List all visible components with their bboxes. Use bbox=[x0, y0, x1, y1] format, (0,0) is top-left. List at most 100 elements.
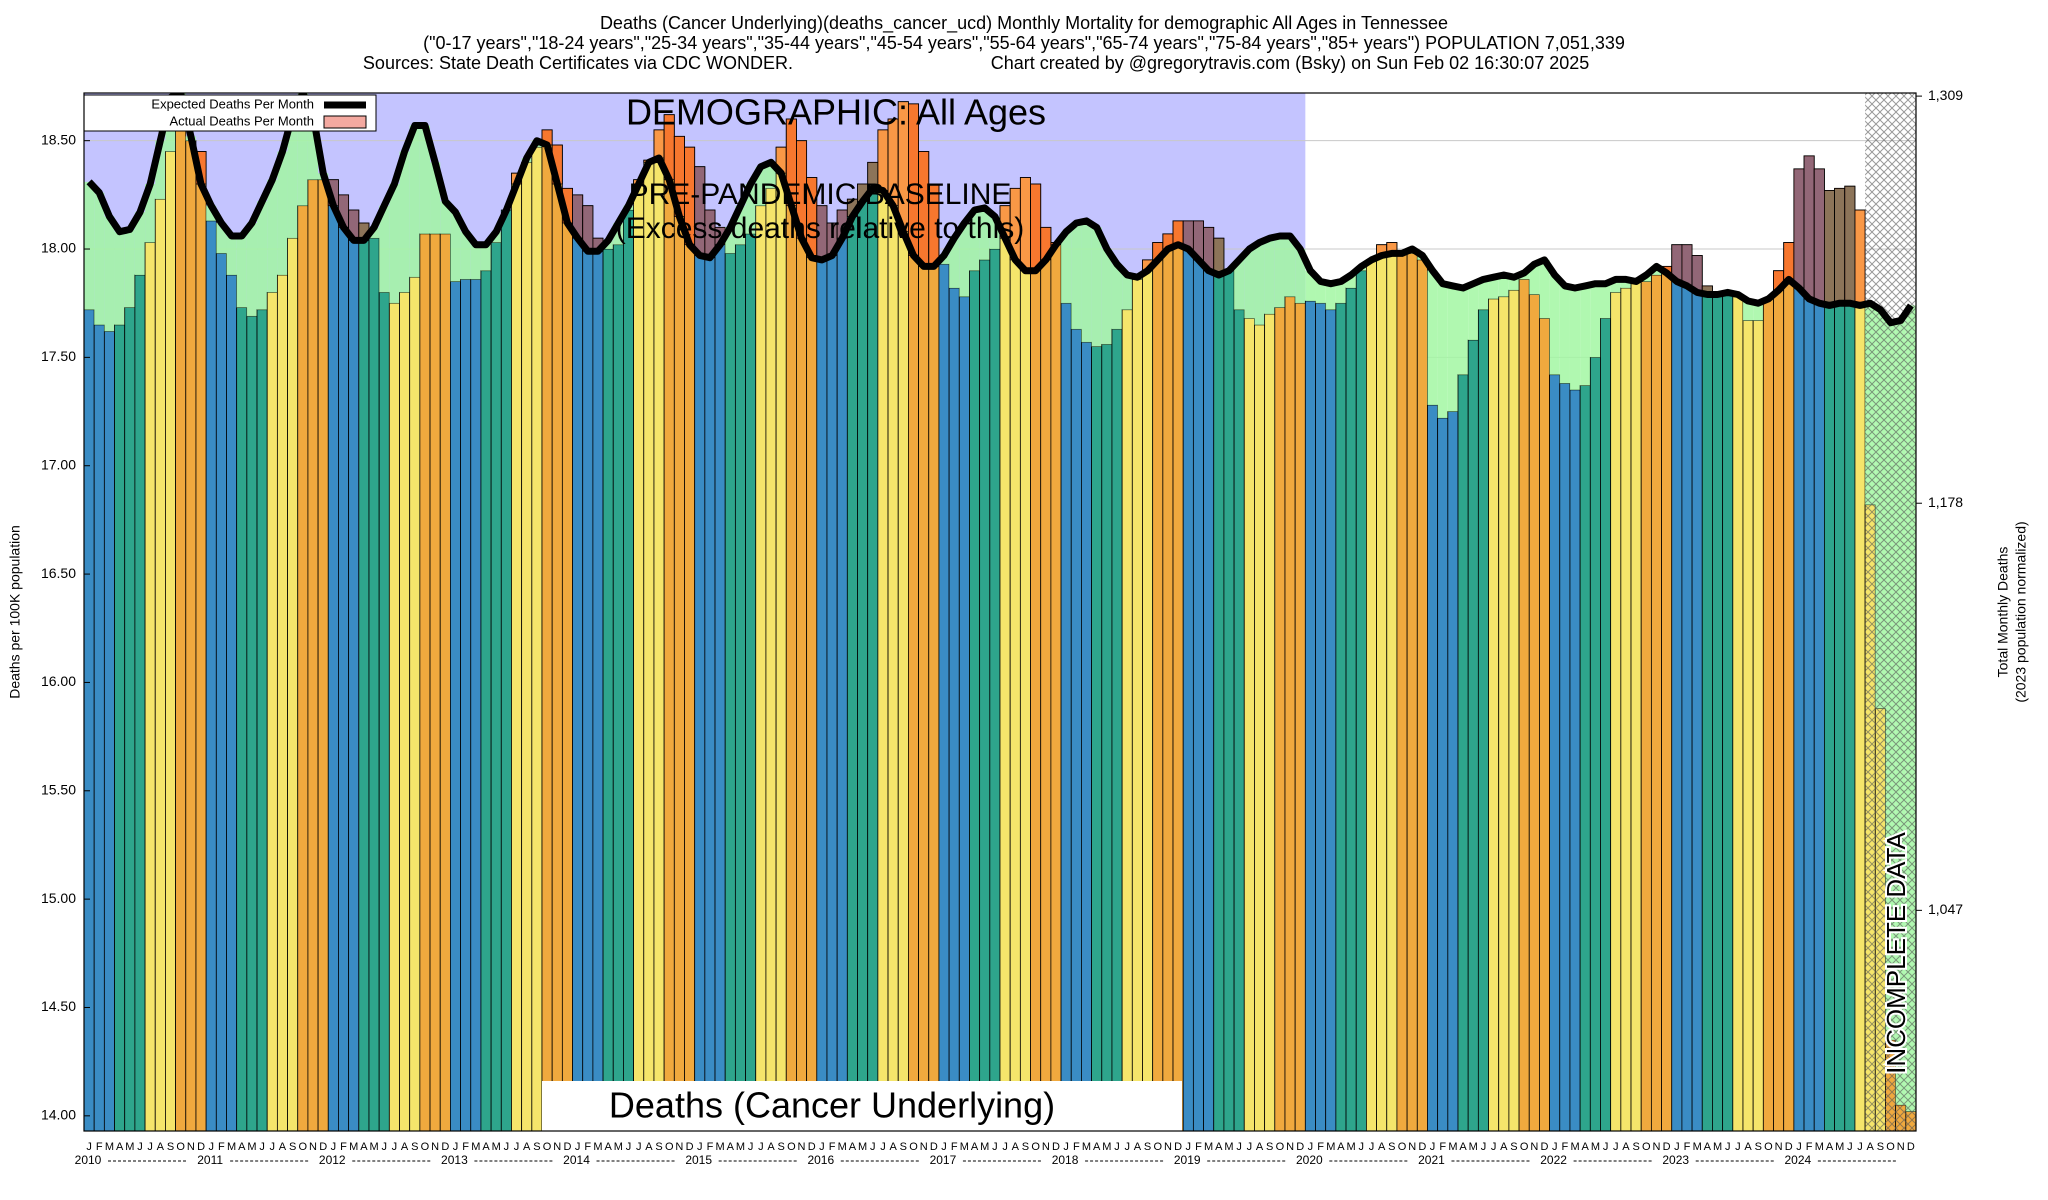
bar bbox=[1844, 185, 1856, 1131]
deficit-area bbox=[989, 216, 1000, 250]
x-tick-label: A bbox=[482, 1141, 490, 1153]
plot-frame bbox=[83, 92, 1917, 1132]
deficit-area bbox=[1488, 277, 1499, 299]
bar bbox=[1284, 296, 1296, 1131]
bar bbox=[1824, 190, 1835, 1131]
x-tick-label: J bbox=[392, 1141, 398, 1153]
deficit-area bbox=[1600, 283, 1611, 319]
excess-area bbox=[1854, 209, 1866, 306]
deficit-area bbox=[1315, 281, 1326, 304]
bar bbox=[460, 278, 472, 1131]
bar bbox=[1834, 187, 1846, 1131]
y2-axis-sublabel: (2023 population normalized) bbox=[2013, 521, 2029, 702]
deficit-area bbox=[1284, 236, 1296, 297]
y2-tick-label: 1,309 bbox=[1928, 87, 1963, 103]
x-tick-label: J bbox=[1725, 1141, 1731, 1153]
deficit-area bbox=[409, 125, 420, 278]
x-tick-label: N bbox=[1775, 1141, 1783, 1153]
deficit-area bbox=[1335, 281, 1347, 304]
baseline-note: (Excess deaths relative to this) bbox=[616, 212, 1025, 245]
bar bbox=[1579, 385, 1591, 1131]
bar bbox=[1081, 341, 1093, 1131]
bar bbox=[704, 209, 716, 1131]
x-tick-label: O bbox=[909, 1141, 918, 1153]
deficit-area bbox=[470, 244, 481, 280]
bar bbox=[582, 205, 594, 1131]
bar bbox=[958, 296, 970, 1131]
x-tick-label: S bbox=[1388, 1141, 1395, 1153]
bar bbox=[857, 183, 869, 1131]
bar bbox=[317, 179, 329, 1131]
deficit-area bbox=[297, 93, 308, 206]
x-tick-label: J bbox=[992, 1141, 998, 1153]
bar bbox=[114, 324, 126, 1131]
deficit-area bbox=[1274, 236, 1285, 308]
x-tick-label: M bbox=[614, 1141, 623, 1153]
bar bbox=[1152, 242, 1164, 1131]
bar bbox=[1477, 309, 1489, 1131]
bar bbox=[745, 233, 757, 1131]
deficit-area bbox=[1081, 220, 1092, 343]
x-tick-label: J bbox=[880, 1141, 886, 1153]
bar bbox=[1223, 270, 1235, 1131]
x-tick-label: A bbox=[889, 1141, 897, 1153]
bar bbox=[877, 129, 889, 1131]
deficit-area bbox=[399, 151, 410, 293]
bar bbox=[1640, 281, 1652, 1131]
x-tick-label: N bbox=[1530, 1141, 1538, 1153]
x-tick-label: N bbox=[1042, 1141, 1050, 1153]
x-tick-label: J bbox=[208, 1141, 214, 1153]
x-tick-label: N bbox=[675, 1141, 683, 1153]
x-tick-label: J bbox=[819, 1141, 825, 1153]
bar bbox=[256, 309, 268, 1131]
y-tick-label: 14.50 bbox=[41, 998, 76, 1014]
bar bbox=[1793, 168, 1805, 1131]
x-tick-label: D bbox=[1296, 1141, 1304, 1153]
bar bbox=[602, 248, 614, 1131]
bar bbox=[663, 114, 675, 1131]
bar bbox=[1742, 320, 1754, 1131]
bar bbox=[1437, 417, 1449, 1131]
bar bbox=[1315, 302, 1327, 1131]
x-tick-label: J bbox=[636, 1141, 642, 1153]
excess-area bbox=[1824, 190, 1835, 306]
x-tick-label: J bbox=[381, 1141, 387, 1153]
x-tick-label: F bbox=[1073, 1141, 1080, 1153]
x-tick-label: S bbox=[1510, 1141, 1517, 1153]
bar bbox=[1376, 244, 1388, 1131]
x-tick-label: N bbox=[187, 1141, 195, 1153]
x-tick-label: O bbox=[543, 1141, 552, 1153]
bar bbox=[490, 242, 502, 1131]
deficit-area bbox=[124, 229, 135, 308]
x-tick-label: M bbox=[1469, 1141, 1478, 1153]
x-tick-label: J bbox=[1552, 1141, 1558, 1153]
bar bbox=[969, 270, 981, 1131]
bar bbox=[1518, 278, 1530, 1131]
x-tick-label: F bbox=[707, 1141, 714, 1153]
excess-area bbox=[1681, 244, 1693, 287]
x-tick-label: O bbox=[1886, 1141, 1895, 1153]
deficit-area bbox=[1620, 279, 1632, 289]
excess-area bbox=[1813, 168, 1825, 304]
deficit-area bbox=[1559, 285, 1570, 384]
x-tick-label: A bbox=[604, 1141, 612, 1153]
bar bbox=[521, 161, 533, 1131]
deficit-area bbox=[765, 162, 777, 189]
bar bbox=[918, 151, 930, 1131]
bar bbox=[307, 179, 319, 1131]
x-tick-label: J bbox=[1481, 1141, 1487, 1153]
x-tick-label: J bbox=[514, 1141, 520, 1153]
bar bbox=[1783, 242, 1795, 1131]
x-tick-label: M bbox=[1347, 1141, 1356, 1153]
deficit-area bbox=[134, 212, 146, 276]
x-tick-label: J bbox=[86, 1141, 92, 1153]
bar bbox=[449, 281, 461, 1131]
x-tick-label: D bbox=[1663, 1141, 1671, 1153]
x-tick-label: D bbox=[1174, 1141, 1182, 1153]
bar bbox=[592, 237, 604, 1131]
year-label: 2017 bbox=[930, 1153, 957, 1167]
x-tick-label: M bbox=[980, 1141, 989, 1153]
deficit-area bbox=[430, 162, 441, 234]
year-label: 2011 bbox=[197, 1153, 223, 1167]
x-tick-label: F bbox=[584, 1141, 591, 1153]
